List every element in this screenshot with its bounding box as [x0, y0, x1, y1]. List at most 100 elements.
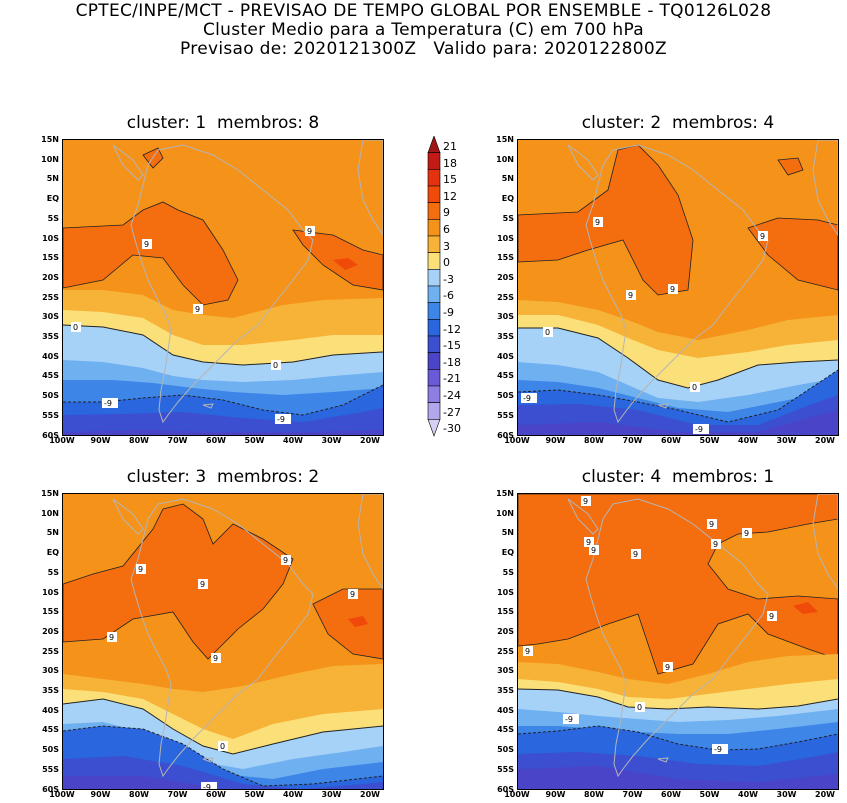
contour-label: 9 — [523, 646, 533, 656]
colorbar-level: -27 — [443, 405, 461, 419]
latitude-label: 20S — [42, 626, 59, 636]
contour-label: 0 — [218, 741, 228, 751]
latitude-label: 50S — [42, 745, 59, 755]
contour-label: 0 — [543, 327, 553, 337]
contour-zero — [518, 688, 838, 710]
colorbar-level: -15 — [443, 339, 461, 353]
latitude-label: 5N — [501, 528, 514, 538]
contour-label-text: 9 — [633, 550, 638, 559]
latitude-label: 10N — [496, 508, 514, 518]
latitude-label: 10S — [42, 233, 59, 243]
contour-label-text: 9 — [670, 285, 675, 294]
contour-label-text: 9 — [665, 663, 670, 672]
latitude-label: 5N — [46, 174, 59, 184]
contour-label-text: 9 — [760, 232, 765, 241]
longitude-label: 50W — [699, 436, 720, 445]
longitude-label: 100W — [49, 790, 75, 799]
longitude-label: 100W — [504, 790, 530, 799]
warm-region — [63, 503, 383, 660]
contour-label-box — [593, 217, 603, 227]
contour-label-text: 9 — [586, 538, 591, 547]
latitude-label: 10N — [41, 508, 59, 518]
band-minus-18 — [518, 410, 838, 435]
contour-label-text: 9 — [144, 240, 149, 249]
contour-label: 9 — [211, 653, 221, 663]
longitude-label: 40W — [738, 790, 758, 799]
contour-label-box — [523, 646, 533, 656]
contour-label: 9 — [767, 611, 777, 621]
colorbar-segment — [427, 185, 441, 203]
colorbar-level: -18 — [443, 355, 461, 369]
contour-label-text: 9 — [109, 633, 114, 642]
contour-label-box — [635, 702, 645, 712]
warm-region — [518, 144, 838, 296]
latitude-label: 60S — [42, 430, 59, 440]
latitude-label: 30S — [497, 312, 514, 322]
colorbar-segment — [427, 252, 441, 270]
latitude-label: EQ — [46, 194, 59, 204]
contour-label-box — [142, 239, 152, 249]
contour-label-text: 9 — [307, 227, 312, 236]
longitude-label: 90W — [90, 790, 111, 799]
contour-label-text: 0 — [220, 742, 225, 751]
longitude-label: 40W — [283, 436, 303, 445]
latitude-label: 20S — [497, 272, 514, 282]
contour-label-text: 9 — [595, 218, 600, 227]
contour-label-text: 9 — [628, 291, 633, 300]
latitude-label: 10S — [497, 233, 514, 243]
central-america-outline — [112, 144, 144, 181]
forecast-dates: Previsao de: 2020121300Z Valido para: 20… — [180, 39, 667, 59]
longitude-label: 80W — [129, 436, 149, 445]
contour-label-box — [584, 537, 594, 547]
colorbar-segment — [427, 136, 441, 153]
contour-label-text: 9 — [350, 590, 355, 599]
latitude-label: 15N — [496, 489, 514, 498]
latitude-label: 45S — [497, 371, 514, 381]
contour-label-text: 9 — [713, 540, 718, 549]
contour-label-box — [107, 632, 117, 642]
longitude-label: 30W — [776, 436, 797, 445]
contour-label-text: 9 — [583, 497, 588, 506]
map-panel-1: 9 9 9 0 0 -9 -9 — [62, 139, 384, 436]
contour-label: 9 — [758, 231, 768, 241]
contour-label-box — [271, 360, 281, 370]
longitude-label: 40W — [738, 436, 758, 445]
panel-3-title: cluster: 3 membros: 2 — [126, 467, 320, 487]
south-america-outline — [130, 498, 314, 778]
latitude-label: 10N — [41, 154, 59, 164]
colorbar-level: 6 — [443, 223, 450, 236]
contour-label: -9 — [563, 714, 579, 724]
temperature-map-2: 9 9 9 9 0 0 -9 -9 — [518, 140, 838, 435]
contour-label-box — [663, 662, 673, 672]
contour-label-text: -9 — [523, 394, 531, 403]
contour-label: 9 — [711, 539, 721, 549]
colorbar-level: -12 — [443, 322, 461, 336]
contour-label: 0 — [271, 360, 281, 370]
longitude-label: 20W — [360, 790, 380, 799]
contour-label-box — [71, 322, 81, 332]
contour-label-text: -9 — [203, 783, 211, 789]
latitude-label: 15S — [42, 607, 59, 617]
contour-minus-9 — [63, 725, 383, 787]
longitude-label: 20W — [360, 436, 380, 445]
contour-label-box — [193, 304, 203, 314]
colorbar-level: -6 — [443, 289, 454, 303]
contour-label: 9 — [281, 555, 291, 565]
contour-label-text: 9 — [213, 654, 218, 663]
latitude-label: 45S — [497, 725, 514, 735]
longitude-label: 100W — [504, 436, 530, 445]
contour-label-text: -9 — [277, 415, 285, 424]
contour-label-box — [581, 496, 591, 506]
longitude-label: 70W — [167, 436, 188, 445]
contour-label-box — [690, 382, 700, 392]
colorbar-segment — [427, 219, 441, 237]
latitude-label: 50S — [497, 745, 514, 755]
contour-label: 9 — [663, 662, 673, 672]
contour-zero — [63, 698, 383, 755]
contour-label-text: 0 — [545, 328, 550, 337]
contour-label: 9 — [198, 579, 208, 589]
map-panel-3: 9 9 9 9 9 9 0 -9 — [62, 493, 384, 790]
contour-label-box — [218, 741, 228, 751]
latitude-label: 40S — [497, 705, 514, 715]
contour-label-box — [211, 653, 221, 663]
